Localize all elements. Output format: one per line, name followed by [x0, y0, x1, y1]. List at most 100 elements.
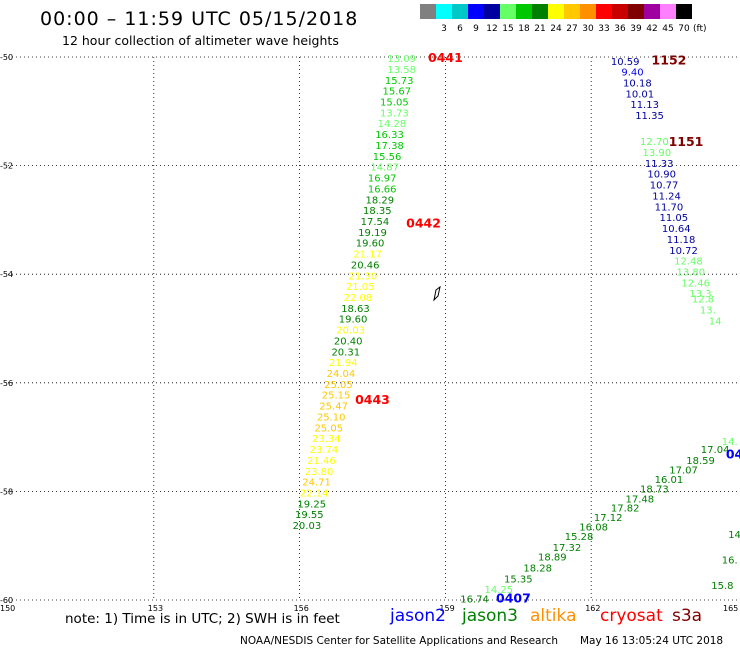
map-title: 00:00 – 11:59 UTC 05/15/2018: [40, 8, 359, 30]
wave-height-value: 25.05: [314, 423, 343, 434]
scale-swatch: [500, 4, 516, 19]
scale-swatch: [676, 4, 692, 19]
wave-height-value: 13.73: [380, 108, 409, 119]
wave-height-value: 23.74: [310, 445, 339, 456]
scale-label: 39: [630, 24, 642, 34]
wave-height-value: 18.59: [686, 456, 715, 467]
wave-height-value: 13.: [700, 305, 716, 316]
x-tick-label: 153: [148, 604, 163, 613]
wave-height-value: 10.59: [611, 57, 640, 68]
x-tick-label: 150: [0, 604, 15, 613]
wave-height-value: 22.08: [344, 293, 373, 304]
wave-height-value: 10.90: [647, 170, 676, 181]
wave-height-value: 19.55: [295, 510, 324, 521]
wave-height-value: 17.48: [625, 494, 654, 505]
wave-height-value: 9.40: [621, 68, 643, 79]
scale-label: 42: [646, 24, 658, 34]
wave-height-value: 23.80: [305, 467, 334, 478]
scale-label: 15: [502, 24, 514, 34]
scale-swatch: [564, 4, 580, 19]
y-tick-label: -60: [0, 596, 13, 605]
wave-height-value: 11.18: [667, 235, 696, 246]
wave-height-value: 14.: [722, 437, 738, 448]
wave-height-value: 12.8: [692, 295, 714, 306]
legend-jason2: jason2: [390, 606, 446, 626]
scale-swatch: [436, 4, 452, 19]
wave-height-value: 20.40: [334, 336, 363, 347]
pass-time-label: 0442: [406, 216, 441, 231]
wave-height-value: 23.34: [312, 434, 341, 445]
wave-height-value: 11.05: [659, 213, 688, 224]
wave-height-value: 10.64: [662, 224, 691, 235]
wave-height-value: 21.17: [353, 250, 382, 261]
wave-height-value: 19.60: [339, 315, 368, 326]
coastline-fragment: [433, 285, 441, 302]
pass-time-label: 1151: [669, 134, 704, 149]
wave-height-value: 20.46: [351, 260, 380, 271]
wave-height-value: 14.87: [370, 163, 399, 174]
wave-height-value: 11.35: [635, 111, 664, 122]
wave-height-value: 16.: [722, 555, 738, 566]
scale-swatch: [596, 4, 612, 19]
pass-time-label: 1152: [652, 53, 687, 68]
wave-height-value: 15.28: [565, 532, 594, 543]
wave-height-value: 13.3: [689, 289, 711, 300]
wave-height-value: 19.60: [356, 239, 385, 250]
wave-height-value: 10.01: [625, 89, 654, 100]
map-grid: [8, 56, 737, 601]
pass-time-label: 0443: [355, 392, 390, 407]
wave-height-value: 16.08: [579, 523, 608, 534]
scale-label: 27: [566, 24, 578, 34]
wave-height-value: 17.32: [553, 543, 582, 554]
wave-height-value: 18.89: [538, 553, 567, 564]
wave-height-value: 18.29: [365, 195, 394, 206]
wave-height-value: 17.12: [594, 513, 623, 524]
scale-swatch: [628, 4, 644, 19]
y-tick-label: -58: [0, 487, 13, 496]
generated-timestamp: May 16 13:05:24 UTC 2018: [580, 635, 724, 647]
wave-height-value: 15.35: [504, 574, 533, 585]
wave-height-value: 14: [709, 316, 722, 327]
scale-label: 21: [534, 24, 546, 34]
scale-swatch: [644, 4, 660, 19]
scale-label: 6: [457, 24, 463, 34]
scale-swatch: [660, 4, 676, 19]
wave-height-value: 11.24: [652, 191, 681, 202]
scale-label: 18: [518, 24, 530, 34]
wave-height-value: 13.80: [677, 267, 706, 278]
wave-height-value: 25.05: [324, 380, 353, 391]
scale-label: 9: [473, 24, 479, 34]
wave-height-value: 15.73: [385, 76, 414, 87]
wave-height-value: 17.38: [375, 141, 404, 152]
wave-height-value: 12.70: [640, 137, 669, 148]
scale-swatch: [548, 4, 564, 19]
wave-height-value: 20.03: [336, 326, 365, 337]
wave-height-value: 14: [728, 530, 740, 541]
wave-height-value: 17.54: [361, 217, 390, 228]
scale-label: 45: [662, 24, 674, 34]
wave-height-value: 20.03: [293, 521, 322, 532]
wave-height-value: 18.73: [640, 485, 669, 496]
wave-height-value: 13.09: [387, 54, 416, 65]
axis-labels: 150 153 156 159 162 165 -50 -52 -54 -56 -58 -60: [0, 53, 738, 613]
x-tick-label: 162: [585, 604, 600, 613]
y-tick-label: -52: [0, 162, 13, 171]
wave-height-value: 11.33: [645, 159, 674, 170]
x-tick-label: 165: [723, 604, 738, 613]
wave-height-value: 20.31: [331, 347, 360, 358]
y-tick-label: -54: [0, 270, 13, 279]
wave-height-value: 17.82: [611, 504, 640, 515]
data-marks: 13.0913.5815.7315.6715.0513.7314.2816.33…: [293, 50, 740, 605]
scale-swatch: [420, 4, 436, 19]
legend-altika: altika: [530, 606, 577, 626]
wave-height-value: 15.05: [380, 98, 409, 109]
wave-height-value: 24.71: [302, 478, 331, 489]
wave-height-value: 21.46: [307, 456, 336, 467]
x-tick-label: 156: [294, 604, 309, 613]
wave-height-value: 19.19: [358, 228, 387, 239]
wave-height-value: 17.07: [669, 466, 698, 477]
scale-swatch: [532, 4, 548, 19]
wave-height-value: 12.46: [681, 278, 710, 289]
legend-jason3: jason3: [462, 606, 518, 626]
wave-height-value: 12.48: [674, 257, 703, 268]
